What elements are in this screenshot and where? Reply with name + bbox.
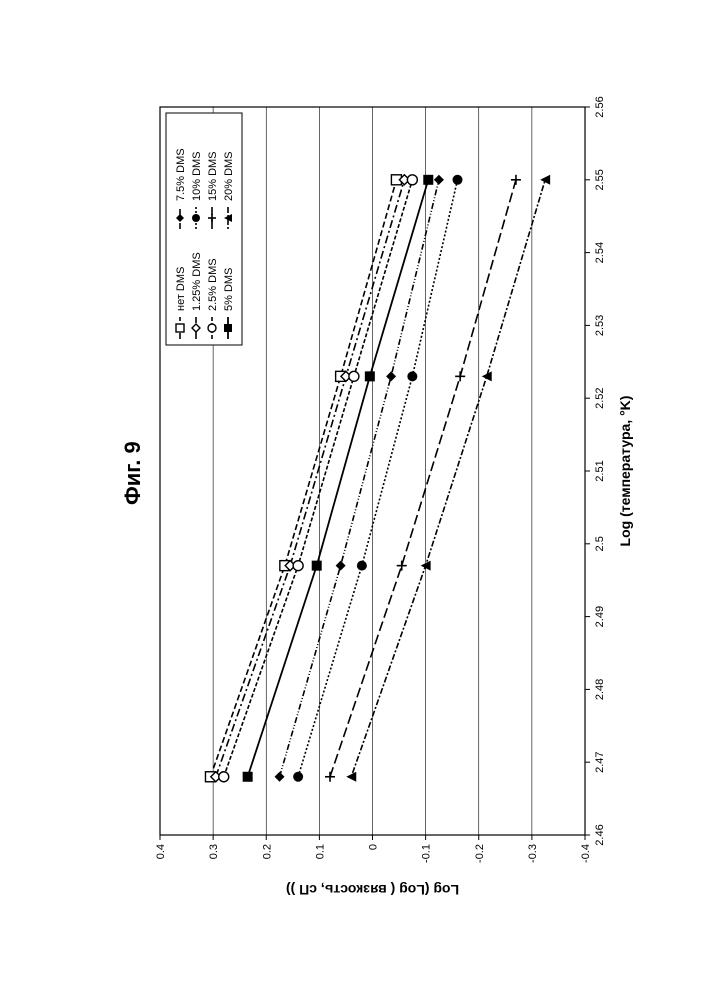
svg-text:2.54: 2.54: [594, 242, 606, 263]
svg-text:0.3: 0.3: [208, 844, 220, 859]
svg-text:2.5: 2.5: [594, 536, 606, 551]
svg-text:10% DMS: 10% DMS: [191, 151, 203, 201]
svg-text:2.53: 2.53: [594, 315, 606, 336]
svg-text:5% DMS: 5% DMS: [223, 268, 235, 311]
svg-text:2.46: 2.46: [594, 824, 606, 845]
chart-legend: нет DMS 1.25% DMS 2.5% DMS 5% DMS 7.5% DMS 10…: [166, 113, 242, 345]
svg-text:-0.4: -0.4: [580, 844, 592, 863]
svg-text:2.48: 2.48: [594, 679, 606, 700]
svg-text:-0.2: -0.2: [474, 844, 486, 863]
svg-text:0.2: 0.2: [261, 844, 273, 859]
svg-text:-0.3: -0.3: [527, 844, 539, 863]
svg-text:2.52: 2.52: [594, 387, 606, 408]
svg-text:7.5% DMS: 7.5% DMS: [175, 148, 187, 201]
svg-text:нет DMS: нет DMS: [175, 267, 187, 311]
svg-text:2.49: 2.49: [594, 606, 606, 627]
figure-label: Фиг. 9: [120, 441, 146, 505]
svg-text:20% DMS: 20% DMS: [223, 151, 235, 201]
svg-text:15% DMS: 15% DMS: [207, 151, 219, 201]
svg-text:2.5% DMS: 2.5% DMS: [207, 258, 219, 311]
svg-text:Log (Log ( вязкость, сП )): Log (Log ( вязкость, сП )): [286, 882, 459, 898]
page: { "page_number_label": "8/10", "figure_l…: [0, 0, 707, 1000]
svg-text:0.4: 0.4: [155, 844, 167, 859]
svg-text:2.55: 2.55: [594, 169, 606, 190]
svg-text:2.47: 2.47: [594, 751, 606, 772]
svg-text:1.25% DMS: 1.25% DMS: [191, 252, 203, 311]
svg-text:0.1: 0.1: [314, 844, 326, 859]
svg-text:2.51: 2.51: [594, 460, 606, 481]
svg-text:-0.1: -0.1: [421, 844, 433, 863]
svg-text:0: 0: [368, 844, 380, 850]
svg-text:2.56: 2.56: [594, 96, 606, 117]
svg-text:Log (температура, °K): Log (температура, °K): [617, 396, 633, 547]
viscosity-temperature-chart: 2.46 2.47 2.48 2.49 2.5 2.51 2.52 2.53 2.54 2.55 2…: [150, 95, 640, 905]
